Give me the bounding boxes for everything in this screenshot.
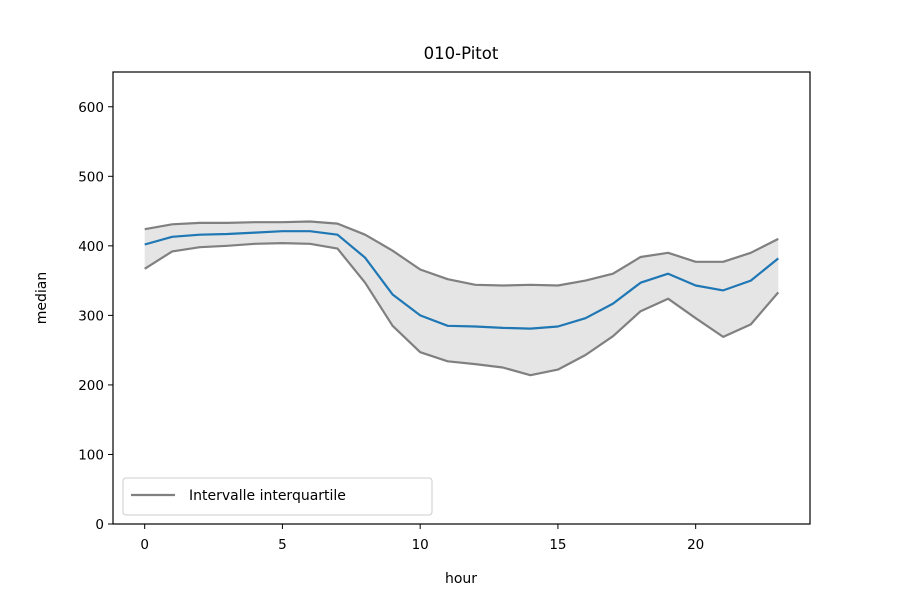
x-tick-label: 5 bbox=[278, 537, 287, 553]
interquartile-band bbox=[144, 221, 779, 376]
axes-frame bbox=[112, 71, 811, 525]
y-tick-label: 300 bbox=[78, 308, 104, 324]
x-tick-label: 10 bbox=[412, 537, 429, 553]
chart-title: 010-Pitot bbox=[424, 44, 499, 63]
plot-area bbox=[144, 220, 780, 377]
x-tick-label: 15 bbox=[549, 537, 566, 553]
y-tick-label: 100 bbox=[78, 447, 104, 463]
legend: Intervalle interquartile bbox=[122, 477, 433, 516]
x-tick-label: 0 bbox=[140, 537, 149, 553]
median-line bbox=[144, 230, 779, 330]
legend-box bbox=[122, 477, 433, 516]
legend-label-iqr: Intervalle interquartile bbox=[189, 488, 346, 504]
q1-line bbox=[144, 242, 780, 377]
y-tick-label: 400 bbox=[78, 239, 104, 255]
y-tick-label: 500 bbox=[78, 169, 104, 185]
x-axis-label: hour bbox=[445, 571, 477, 587]
q3-line bbox=[144, 220, 779, 287]
y-tick-label: 200 bbox=[78, 378, 104, 394]
y-tick-label: 0 bbox=[95, 517, 104, 533]
y-tick-label: 600 bbox=[78, 100, 104, 116]
x-tick-label: 20 bbox=[687, 537, 704, 553]
y-axis-label: median bbox=[34, 272, 50, 324]
